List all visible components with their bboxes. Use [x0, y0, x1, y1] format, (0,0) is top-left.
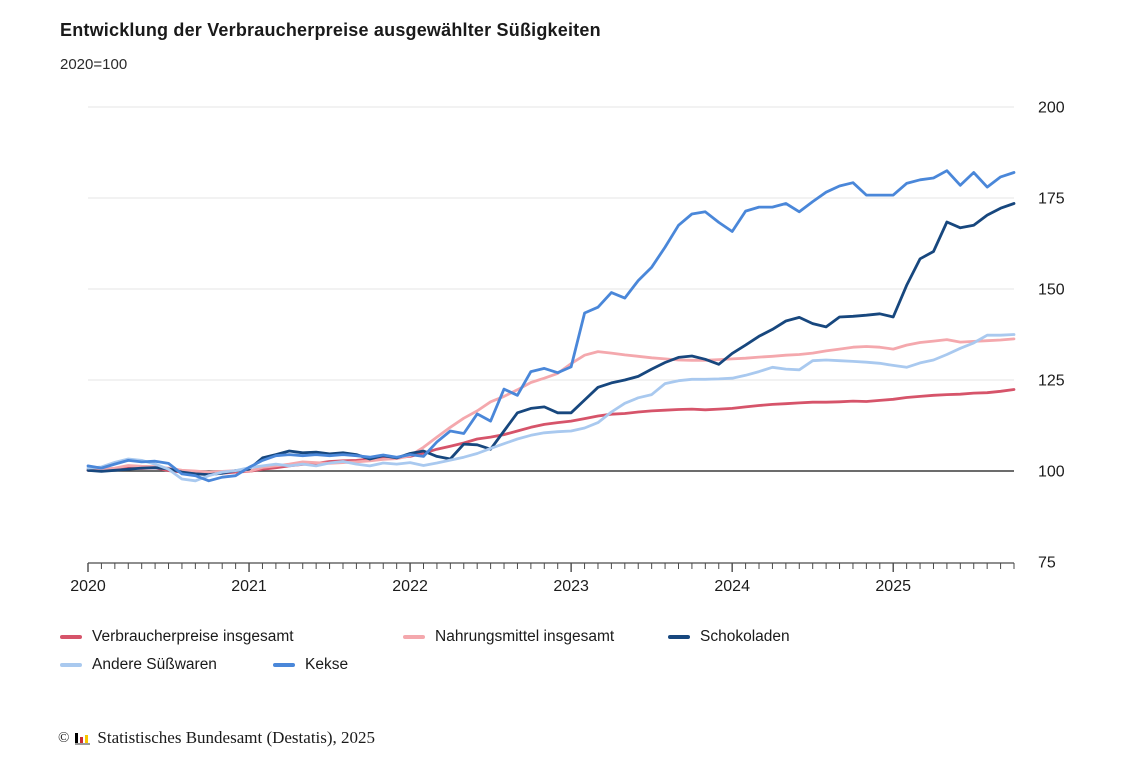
legend-swatch-kekse-icon [273, 663, 295, 667]
legend-item-verbraucherpreise: Verbraucherpreise insgesamt [60, 626, 294, 648]
y-axis-label-75: 75 [1038, 555, 1056, 572]
legend-label: Schokoladen [700, 628, 790, 645]
x-axis-label-2020: 2020 [70, 578, 106, 595]
legend-label: Verbraucherpreise insgesamt [92, 628, 294, 645]
source-attribution: © Statistisches Bundesamt (Destatis), 20… [58, 728, 375, 748]
y-axis-label-150: 150 [1038, 282, 1065, 299]
legend-swatch-andere-suesswaren-icon [60, 663, 82, 667]
y-axis-label-125: 125 [1038, 373, 1065, 390]
series-line-Kekse [86, 169, 1016, 483]
series-line-Nahrungsmittel insgesamt [86, 337, 1016, 474]
legend-swatch-schokoladen-icon [668, 635, 690, 639]
legend-item-nahrungsmittel: Nahrungsmittel insgesamt [403, 626, 614, 648]
legend-label: Kekse [305, 656, 349, 673]
y-axis-label-175: 175 [1038, 191, 1065, 208]
chart-subtitle: 2020=100 [60, 56, 128, 73]
source-text: Statistisches Bundesamt (Destatis), 2025 [97, 728, 376, 747]
legend-swatch-verbraucherpreise-icon [60, 635, 82, 639]
destatis-logo-icon [75, 731, 91, 745]
series-line-Andere Süßwaren [86, 333, 1016, 483]
x-axis-label-2025: 2025 [875, 578, 911, 595]
legend-item-schokoladen: Schokoladen [668, 626, 790, 648]
price-line-chart: 200 175 150 125 100 75 2020 2021 2022 2023 2024 202… [70, 100, 1065, 596]
x-axis-label-2023: 2023 [553, 578, 589, 595]
y-axis-label-100: 100 [1038, 464, 1065, 481]
legend-label: Andere Süßwaren [92, 656, 217, 673]
legend-item-kekse: Kekse [273, 654, 348, 676]
y-axis-label-200: 200 [1038, 100, 1065, 117]
copyright-symbol: © [58, 729, 70, 746]
x-axis-label-2022: 2022 [392, 578, 428, 595]
chart-title: Entwicklung der Verbraucherpreise ausgew… [60, 20, 601, 40]
x-axis-label-2024: 2024 [714, 578, 750, 595]
legend-swatch-nahrungsmittel-icon [403, 635, 425, 639]
x-axis-label-2021: 2021 [231, 578, 267, 595]
legend-item-andere-suesswaren: Andere Süßwaren [60, 654, 217, 676]
legend-label: Nahrungsmittel insgesamt [435, 628, 615, 645]
series-line-Schokoladen [86, 202, 1016, 477]
